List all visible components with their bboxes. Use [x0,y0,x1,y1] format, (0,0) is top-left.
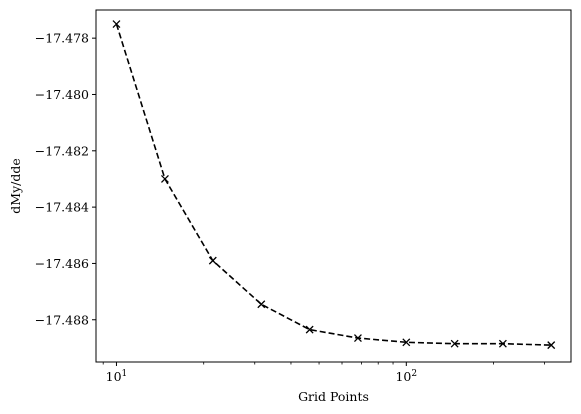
data-point [353,334,362,343]
y-tick-label: −17.478 [35,31,89,46]
y-tick-label: −17.484 [35,200,89,215]
data-point [547,341,556,350]
y-tick-label: −17.488 [35,312,89,327]
plot-area [96,10,571,362]
data-point [160,175,169,183]
x-tick-label: 102 [395,369,417,384]
series-line [115,23,552,346]
data-point [257,300,266,309]
data-point [450,339,459,348]
data-point [498,339,507,348]
data-point [305,325,314,334]
plot-frame [95,9,572,363]
series-layer [112,20,556,350]
y-axis: −17.478 −17.480 −17.482 −17.484 −17.486 −17.4… [35,31,96,327]
x-axis-label: Grid Points [298,389,369,404]
y-tick-label: −17.486 [35,256,89,271]
x-axis: 101 102 [102,362,546,384]
x-tick-label: 101 [106,369,128,384]
data-point [112,20,121,29]
y-tick-label: −17.480 [35,87,89,102]
data-point [402,338,411,347]
y-tick-label: −17.482 [35,143,89,158]
data-point [208,256,217,265]
y-axis-label: dMy/dde [8,158,23,213]
